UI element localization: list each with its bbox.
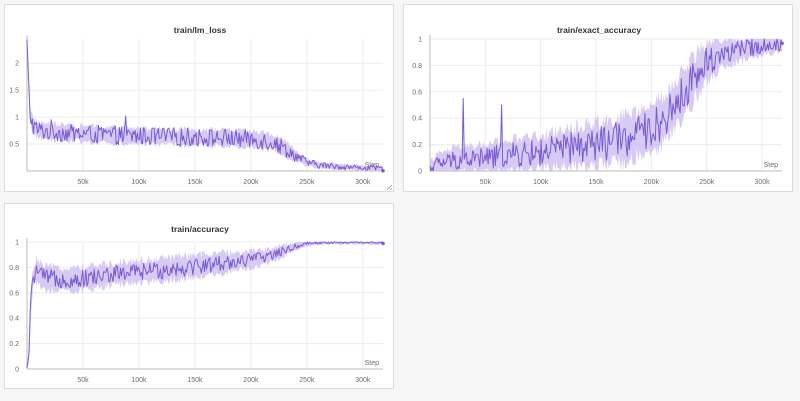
x-tick-label: 100k — [131, 377, 147, 384]
chart-panel-accuracy: train/accuracy 0 0.2 0.4 0.6 0.8 1 50k 100k 150k 2… — [4, 203, 394, 389]
y-tick-label: 0.2 — [9, 341, 19, 348]
chart-title: train/accuracy — [171, 224, 229, 234]
series-end-point — [780, 41, 784, 46]
y-tick-label: 0 — [418, 169, 422, 176]
x-tick-label: 50k — [77, 377, 89, 384]
chart-title: train/lm_loss — [174, 25, 227, 35]
series-line — [26, 39, 384, 171]
x-tick-label: 100k — [131, 179, 147, 186]
x-tick-label: 50k — [480, 179, 492, 186]
y-tick-label: 0.8 — [412, 63, 422, 70]
x-axis-label: Step — [365, 360, 380, 367]
series-band — [27, 39, 383, 171]
x-tick-label: 200k — [644, 179, 660, 186]
x-tick-label: 200k — [243, 179, 259, 186]
y-tick-label: 0.8 — [9, 265, 19, 272]
x-tick-label: 300k — [754, 179, 770, 186]
x-tick-label: 250k — [699, 179, 715, 186]
x-tick-label: 200k — [243, 377, 259, 384]
x-tick-label: 100k — [533, 179, 549, 186]
y-tick-label: 0.5 — [9, 142, 19, 149]
x-tick-label: 150k — [187, 377, 203, 384]
x-tick-label: 300k — [355, 179, 371, 186]
x-axis-label: Step — [764, 162, 779, 169]
x-tick-label: 250k — [299, 377, 315, 384]
y-tick-label: 1.5 — [9, 88, 19, 95]
x-tick-label: 300k — [355, 377, 371, 384]
y-tick-label: 0.4 — [412, 116, 422, 123]
x-tick-label: 250k — [299, 179, 315, 186]
y-tick-label: 1 — [418, 37, 422, 44]
x-tick-label: 150k — [187, 179, 203, 186]
series-line — [26, 241, 384, 369]
series-end-point — [381, 168, 385, 173]
series-band — [27, 242, 383, 369]
y-tick-label: 1 — [15, 240, 19, 247]
y-tick-label: 0 — [15, 367, 19, 374]
y-tick-label: 2 — [15, 61, 19, 68]
resize-handle-icon[interactable] — [386, 184, 393, 191]
y-tick-label: 0.6 — [9, 290, 19, 297]
chart-panel-exact-accuracy: train/exact_accuracy 0 0.2 0.4 0.6 0.8 1 50k 100… — [403, 4, 793, 192]
x-tick-label: 150k — [588, 179, 604, 186]
y-tick-label: 0.4 — [9, 316, 19, 323]
y-tick-label: 1 — [15, 115, 19, 122]
y-tick-label: 0.6 — [412, 89, 422, 96]
series-line — [429, 38, 783, 172]
series-end-point — [381, 241, 385, 246]
x-tick-label: 50k — [77, 179, 89, 186]
y-tick-label: 0.2 — [412, 142, 422, 149]
chart-panel-lm-loss: train/lm_loss 0.5 1 1.5 2 50k 100k 150k 200k 250k… — [4, 4, 394, 192]
chart-title: train/exact_accuracy — [557, 25, 641, 35]
